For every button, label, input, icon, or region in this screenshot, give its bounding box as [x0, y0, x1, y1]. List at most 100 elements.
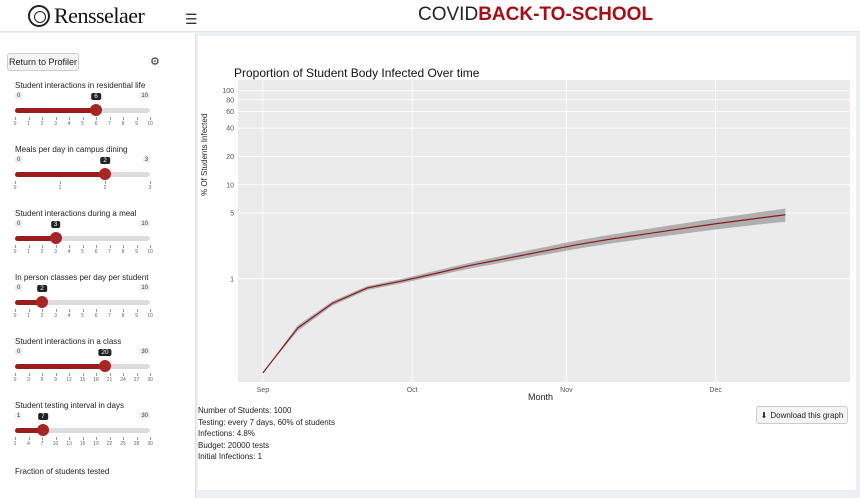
slider-4[interactable]: Student interactions in a class 0 30 20 0 3 6 9…: [13, 337, 153, 395]
slider-tick-label: 10: [147, 313, 153, 319]
slider-tick-label: 4: [27, 441, 30, 447]
slider-tick-label: 10: [147, 249, 153, 255]
slider-tick-label: 2: [40, 249, 44, 255]
slider-tick-label: 0: [13, 377, 17, 383]
slider-track[interactable]: [15, 300, 150, 305]
app-header: Rensselaer ☰ COVIDBACK-TO-SCHOOL: [0, 0, 860, 32]
slider-max: 10: [139, 285, 150, 291]
slider-tick-label: 2: [103, 185, 107, 191]
slider-tick-label: 4: [67, 313, 71, 319]
slider-max: 10: [139, 221, 150, 227]
slider-tick-label: 9: [135, 313, 138, 319]
slider-tick-label: 10: [52, 441, 59, 447]
slider-tick-label: 3: [54, 249, 57, 255]
download-label: Download this graph: [770, 410, 844, 420]
slider-min: 0: [15, 285, 23, 291]
slider-tick-label: 19: [93, 441, 99, 447]
slider-value: 20: [98, 349, 112, 356]
y-tick-label: 80: [226, 97, 234, 104]
seal-icon: [28, 5, 50, 27]
y-tick-label: 40: [226, 126, 234, 133]
slider-label: Student testing interval in days: [15, 401, 124, 410]
slider-tick-label: 3: [54, 121, 57, 127]
slider-thumb[interactable]: [36, 424, 49, 436]
slider-tick-label: 21: [106, 377, 113, 383]
main-panel: Proportion of Student Body Infected Over…: [198, 36, 856, 490]
slider-label: Meals per day in campus dining: [15, 145, 128, 154]
return-to-profiler-button[interactable]: Return to Profiler: [7, 53, 79, 71]
info-line: Initial Infections: 1: [198, 452, 263, 461]
slider-ticks: 0 1 2 3 4 5 6 7 8 9 10: [14, 117, 153, 127]
info-line: Number of Students: 1000: [198, 406, 292, 415]
slider-tick-label: 22: [106, 441, 113, 447]
slider-track[interactable]: [15, 236, 150, 241]
slider-tick-label: 1: [27, 249, 30, 255]
slider-tick-label: 8: [121, 249, 125, 255]
slider-tick-label: 6: [94, 121, 98, 127]
slider-ticks: 1 4 7 10 13 16 19 22 25 28 30: [14, 437, 153, 447]
slider-tick-label: 27: [133, 377, 140, 383]
slider-value: 2: [100, 157, 110, 164]
info-line: Testing: every 7 days, 60% of students: [198, 417, 335, 427]
slider-tick-label: 1: [27, 121, 30, 127]
chart-title: Proportion of Student Body Infected Over…: [234, 66, 480, 80]
slider-track[interactable]: [15, 428, 150, 433]
slider-thumb[interactable]: [36, 296, 48, 308]
slider-thumb[interactable]: [99, 360, 111, 372]
slider-label: Student interactions in residential life: [15, 81, 146, 90]
slider-tick-label: 5: [81, 121, 84, 127]
confidence-band: [262, 208, 786, 373]
slider-fill: [15, 172, 105, 177]
app-title: COVIDBACK-TO-SCHOOL: [418, 4, 653, 26]
info-line: Infections: 4.8%: [198, 429, 255, 438]
app-title-back-to-school: BACK-TO-SCHOOL: [478, 4, 654, 25]
slider-tick-label: 28: [133, 441, 140, 447]
slider-tick-label: 30: [147, 441, 153, 447]
infection-chart: 1 5 10 20 40 60 80 100 Sep Oct Nov Dec: [222, 80, 850, 394]
slider-tick-label: 3: [54, 313, 57, 319]
sidebar: Return to Profiler ⚙ Student interaction…: [0, 33, 196, 498]
slider-tick-label: 0: [13, 185, 17, 191]
fraction-tested-label: Fraction of students tested: [15, 467, 110, 476]
slider-fill: [15, 364, 105, 369]
slider-tick-label: 7: [108, 121, 111, 127]
x-tick-label: Dec: [709, 387, 722, 394]
slider-tick-label: 6: [94, 313, 98, 319]
slider-2[interactable]: Student interactions during a meal 0 10 3 0 1…: [14, 209, 153, 267]
rensselaer-logo[interactable]: Rensselaer: [28, 3, 145, 28]
slider-tick-label: 4: [67, 249, 71, 255]
plot-area: [238, 80, 850, 382]
slider-fill: [15, 300, 42, 305]
y-tick-label: 10: [226, 182, 234, 189]
slider-tick-label: 9: [135, 249, 138, 255]
series-line: [262, 214, 786, 374]
slider-tick-label: 25: [120, 441, 126, 447]
x-tick-label: Oct: [407, 387, 418, 394]
slider-tick-label: 8: [121, 121, 125, 127]
slider-max: 30: [139, 349, 150, 355]
download-icon: ⬇: [760, 410, 768, 420]
download-graph-button[interactable]: ⬇ Download this graph: [756, 406, 848, 424]
slider-tick-label: 9: [135, 121, 138, 127]
slider-3[interactable]: In person classes per day per student 0 10…: [14, 273, 153, 331]
slider-tick-label: 6: [94, 249, 98, 255]
slider-5[interactable]: Student testing interval in days 1 30 7 1 4 7 1…: [14, 401, 153, 459]
slider-min: 1: [15, 413, 23, 419]
gear-icon[interactable]: ⚙: [150, 56, 160, 68]
slider-thumb[interactable]: [90, 104, 102, 116]
slider-fill: [15, 236, 56, 241]
slider-thumb[interactable]: [99, 168, 111, 180]
slider-tick-label: 4: [67, 121, 71, 127]
slider-thumb[interactable]: [49, 232, 62, 244]
slider-ticks: 0 3 6 9 12 15 18 21 24 27 30: [13, 373, 153, 383]
info-line: Budget: 20000 tests: [198, 440, 270, 450]
y-axis-label: % Of Students Infected: [200, 113, 209, 196]
slider-0[interactable]: Student interactions in residential life…: [14, 81, 153, 139]
y-tick-label: 5: [230, 211, 234, 218]
slider-tick-label: 3: [148, 185, 152, 191]
hamburger-menu-icon[interactable]: ☰: [185, 11, 198, 27]
slider-tick-label: 7: [40, 441, 44, 447]
slider-1[interactable]: Meals per day in campus dining 0 3 2 0 1 2 3: [13, 145, 152, 203]
slider-tick-label: 15: [79, 377, 86, 383]
slider-tick-label: 3: [27, 377, 30, 383]
